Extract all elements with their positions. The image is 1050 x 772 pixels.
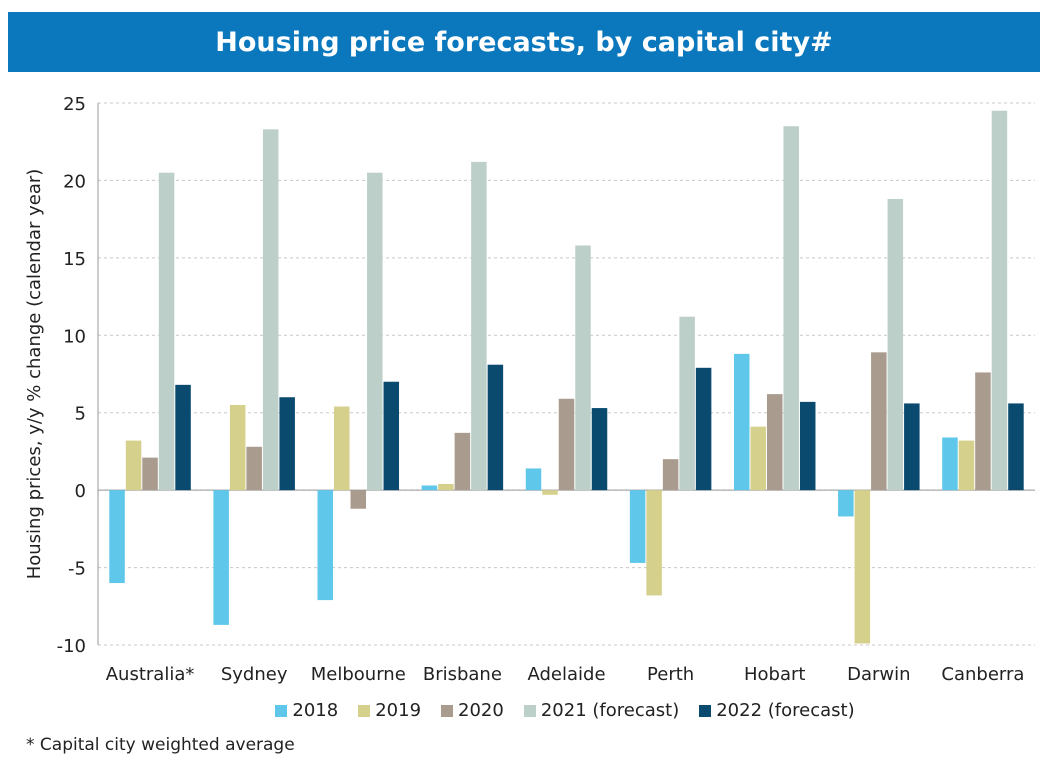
bar (383, 381, 400, 491)
bar (887, 199, 904, 491)
bar (695, 367, 712, 491)
bar (904, 403, 920, 491)
legend-swatch (441, 704, 454, 717)
bar (591, 408, 608, 491)
legend-label: 2018 (292, 700, 339, 721)
bar (262, 129, 279, 491)
bar (487, 364, 504, 491)
bar (662, 459, 679, 491)
bar (279, 397, 295, 491)
bar (213, 490, 229, 625)
bar (525, 468, 542, 491)
legend-swatch (275, 704, 288, 717)
y-tick-label: 25 (63, 94, 86, 115)
legend-item: 2020 (441, 700, 504, 721)
bar (750, 426, 766, 491)
bar (125, 440, 142, 491)
bar (334, 406, 350, 491)
x-tick-label: Australia* (106, 664, 195, 685)
legend-swatch (523, 704, 536, 717)
bar (175, 384, 191, 491)
bar (766, 394, 783, 491)
bar (1008, 403, 1024, 491)
bar (942, 437, 958, 491)
x-tick-label: Hobart (744, 664, 805, 685)
bar (799, 401, 816, 491)
legend-label: 2020 (458, 700, 504, 721)
bar (350, 490, 367, 509)
y-tick-label: -10 (57, 636, 86, 657)
bar-chart: -10 -5 0 5 10 15 20 25 Housing prices, y/y % cha… (24, 94, 1035, 685)
x-tick-label: Perth (647, 664, 694, 685)
bar (629, 490, 646, 563)
legend-label: 2022 (forecast) (716, 700, 855, 721)
bar (158, 172, 175, 491)
bar (142, 457, 158, 491)
x-tick-label: Sydney (221, 664, 288, 685)
bar (229, 404, 246, 491)
bar (679, 316, 695, 491)
bar (991, 110, 1008, 491)
legend-item: 2022 (forecast) (699, 700, 855, 721)
bar (246, 446, 262, 491)
bar (871, 352, 887, 491)
footnote: * Capital city weighted average (26, 735, 295, 755)
bar (317, 490, 334, 601)
y-tick-label: 0 (75, 481, 86, 502)
bar (646, 490, 662, 596)
y-tick-label: 15 (63, 249, 86, 270)
legend-label: 2019 (375, 700, 422, 721)
legend-item: 2021 (forecast) (523, 700, 680, 721)
bar (454, 432, 471, 491)
y-tick-label: 20 (63, 171, 86, 192)
bar (575, 245, 591, 491)
bar (733, 353, 750, 491)
legend-swatch (358, 704, 371, 717)
legend-label: 2021 (forecast) (540, 700, 680, 721)
x-tick-label: Darwin (847, 664, 910, 685)
bar (421, 485, 438, 491)
legend-swatch (699, 704, 712, 717)
bar (975, 372, 991, 491)
bar (109, 490, 125, 584)
x-tick-label: Brisbane (423, 664, 502, 685)
y-tick-label: 10 (63, 326, 86, 347)
bar (367, 172, 383, 491)
legend: 2018 2019 2020 2021 (forecast) 2022 (forecas… (0, 700, 1050, 721)
chart-title: Housing price forecasts, by capital city… (8, 12, 1040, 72)
bar (854, 490, 871, 644)
bar (958, 440, 975, 491)
x-tick-label: Adelaide (527, 664, 605, 685)
bar (438, 483, 454, 491)
bar (838, 490, 854, 517)
bar (471, 161, 487, 491)
x-tick-label: Canberra (941, 664, 1024, 685)
x-tick-label: Melbourne (311, 664, 406, 685)
bar (558, 398, 575, 491)
bar (542, 490, 558, 495)
legend-item: 2019 (358, 700, 421, 721)
y-tick-label: -5 (68, 559, 86, 580)
y-axis-label: Housing prices, y/y % change (calendar y… (24, 169, 45, 580)
legend-item: 2018 (275, 700, 338, 721)
y-tick-label: 5 (75, 404, 86, 425)
bar (783, 126, 799, 491)
